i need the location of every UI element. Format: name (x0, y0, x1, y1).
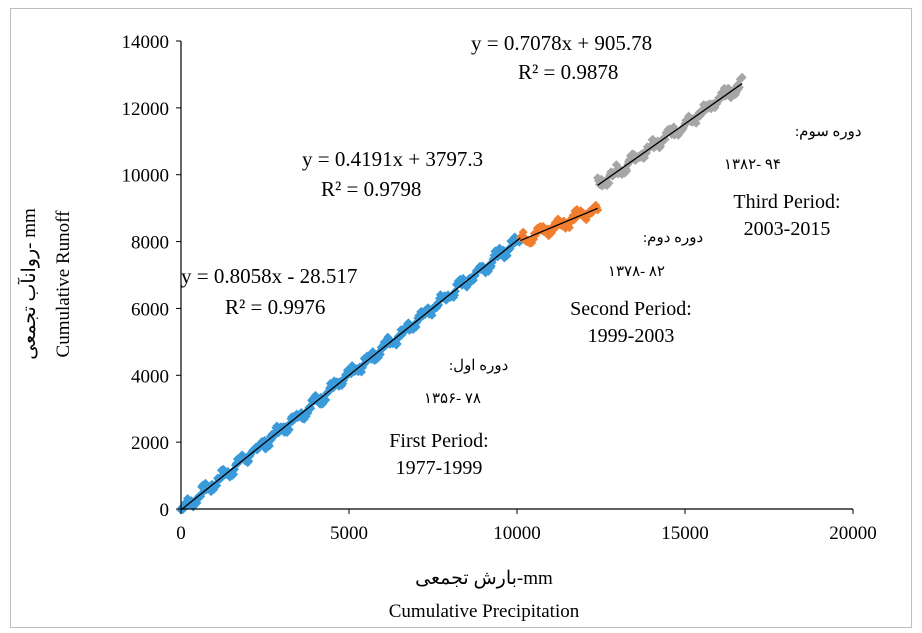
period-years-en-third: 2003-2015 (744, 218, 831, 240)
y-tick-label: 6000 (131, 299, 169, 320)
x-axis-title-fa: بارش تجمعی-mm (415, 568, 553, 589)
period-label-fa-third: دوره سوم: (795, 124, 862, 140)
r2-first-period: R² = 0.9976 (225, 295, 325, 319)
trendlines (180, 83, 743, 511)
equation-first-period: y = 0.8058x - 28.517 (181, 264, 357, 288)
period-label-en-first: First Period: (389, 430, 488, 452)
x-tick-label: 10000 (493, 523, 541, 544)
period-years-en-first: 1977-1999 (396, 457, 483, 479)
x-tick-label: 20000 (829, 523, 877, 544)
period-years-en-second: 1999-2003 (588, 325, 675, 347)
period-years-fa-second: ۱۳۷۸- ۸۲ (608, 264, 665, 280)
x-tick-label: 5000 (330, 523, 368, 544)
trendline (597, 83, 743, 186)
y-axis-title-en: Cumulative Runoff (53, 210, 74, 358)
y-tick-label: 4000 (131, 366, 169, 387)
equation-third-period: y = 0.7078x + 905.78 (471, 31, 652, 55)
chart-frame: 0 5000 10000 15000 20000 0 2000 4000 6000 8000 10… (10, 8, 912, 628)
period-years-fa-first: ۱۳۵۶- ۷۸ (424, 391, 481, 407)
x-axis-title-en: Cumulative Precipitation (389, 601, 580, 622)
cumulative-runoff-chart: 0 5000 10000 15000 20000 0 2000 4000 6000 8000 10… (17, 31, 877, 622)
equation-second-period: y = 0.4191x + 3797.3 (302, 147, 483, 171)
x-ticks: 0 5000 10000 15000 20000 (176, 509, 877, 544)
y-tick-label: 12000 (122, 99, 170, 120)
period-label-en-third: Third Period: (733, 191, 840, 213)
y-tick-label: 10000 (122, 166, 170, 187)
x-tick-label: 15000 (661, 523, 709, 544)
period-label-en-second: Second Period: (570, 298, 692, 320)
y-ticks: 0 2000 4000 6000 8000 10000 12000 14000 (122, 32, 181, 521)
y-axis-title-fa: روانآب تجمعی- mm (17, 208, 40, 360)
trendline (520, 207, 598, 242)
r2-second-period: R² = 0.9798 (321, 177, 421, 201)
period-label-fa-first: دوره اول: (449, 358, 508, 374)
trendline (180, 237, 521, 511)
period-label-fa-second: دوره دوم: (643, 230, 703, 246)
r2-third-period: R² = 0.9878 (518, 60, 618, 84)
y-tick-label: 8000 (131, 233, 169, 254)
x-tick-label: 0 (176, 523, 186, 544)
y-tick-label: 2000 (131, 433, 169, 454)
y-tick-label: 14000 (122, 32, 170, 53)
period-years-fa-third: ۱۳۸۲- ۹۴ (724, 157, 781, 173)
y-tick-label: 0 (160, 500, 170, 521)
